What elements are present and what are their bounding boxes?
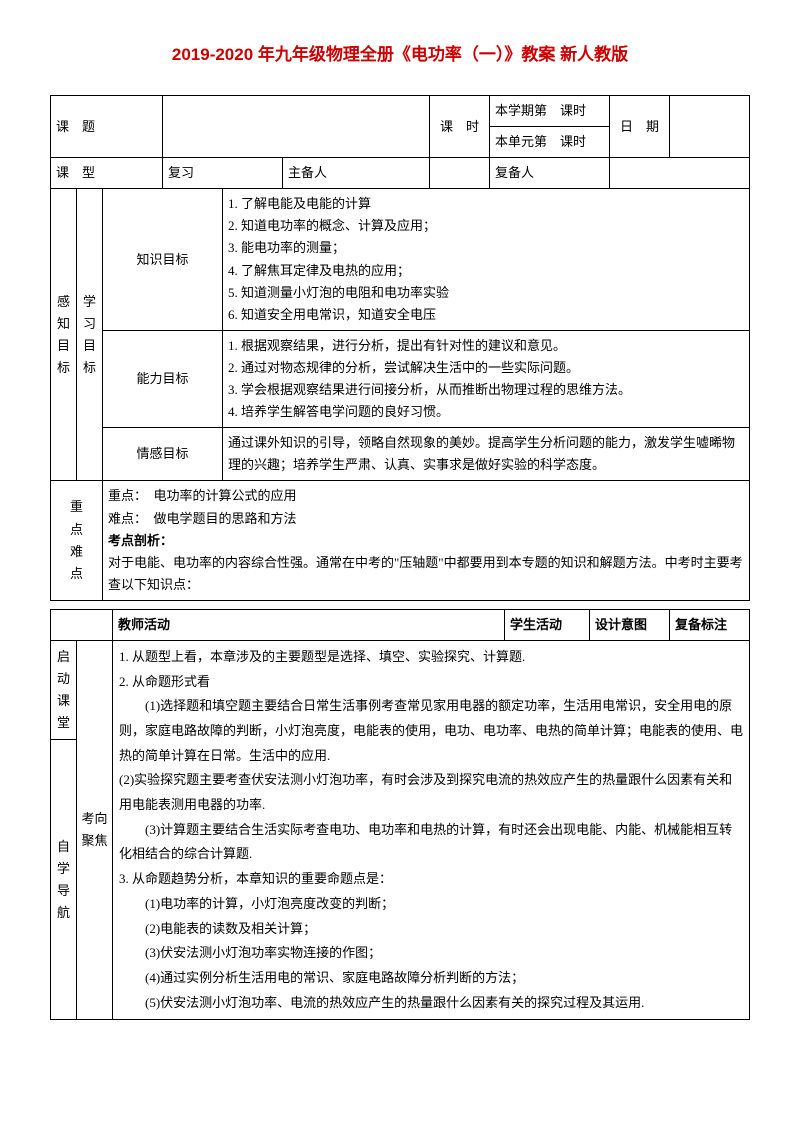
header-table: 课 题 课 时 本学期第 课时 日 期 本单元第 课时 课 型 复习 主备人 复…: [50, 95, 750, 601]
main-content: 1. 从题型上看，本章涉及的主要题型是选择、填空、实验探究、计算题. 2. 从命…: [113, 640, 750, 1019]
semester: 本学期第 课时: [490, 96, 610, 127]
fubei-label: 复备人: [490, 158, 610, 189]
kexing-label: 课 型: [51, 158, 163, 189]
zhubei-value: [430, 158, 490, 189]
doc-title: 2019-2020 年九年级物理全册《电功率（一）》教案 新人教版: [50, 40, 750, 65]
qinggan-content: 通过课外知识的引导，领略自然现象的美妙。提高学生分析问题的能力，激发学生嘘晞物理…: [223, 428, 750, 481]
zhishi-label: 知识目标: [103, 189, 223, 331]
fubei-value: [610, 158, 750, 189]
zhongdian-content: 重点： 电功率的计算公式的应用 难点： 做电学题目的思路和方法 考点剖析： 对于…: [103, 481, 750, 600]
activity-table: 教师活动 学生活动 设计意图 复备标注 启动 课堂 考向聚焦 1. 从题型上看，…: [50, 609, 750, 1020]
kexing-value: 复习: [163, 158, 283, 189]
nengli-content: 1. 根据观察结果，进行分析，提出有针对性的建议和意见。2. 通过对物态规律的分…: [223, 330, 750, 427]
qinggan-label: 情感目标: [103, 428, 223, 481]
col-sheji: 设计意图: [590, 609, 670, 640]
unit: 本单元第 课时: [490, 127, 610, 158]
ganzhi-label: 感知目标: [51, 189, 77, 481]
kaoxiang-label: 考向聚焦: [77, 640, 113, 1019]
riqi-label: 日 期: [610, 96, 670, 158]
keshi-label: 课 时: [430, 96, 490, 158]
riqi-value: [670, 96, 750, 158]
col-jiaoshi: 教师活动: [113, 609, 505, 640]
col-xuesheng: 学生活动: [505, 609, 590, 640]
keti-value: [163, 96, 430, 158]
col-fubei: 复备标注: [670, 609, 750, 640]
zhubei-label: 主备人: [283, 158, 430, 189]
zixue-label: 自学 导航: [51, 740, 77, 1020]
blank-cell: [51, 609, 113, 640]
zhongdian-label: 重点 难点: [51, 481, 103, 600]
qidong-label: 启动 课堂: [51, 640, 77, 739]
keti-label: 课 题: [51, 96, 163, 158]
xuexi-label: 学习 目标: [77, 189, 103, 481]
zhishi-content: 1. 了解电能及电能的计算2. 知道电功率的概念、计算及应用；3. 能电功率的测…: [223, 189, 750, 331]
nengli-label: 能力目标: [103, 330, 223, 427]
